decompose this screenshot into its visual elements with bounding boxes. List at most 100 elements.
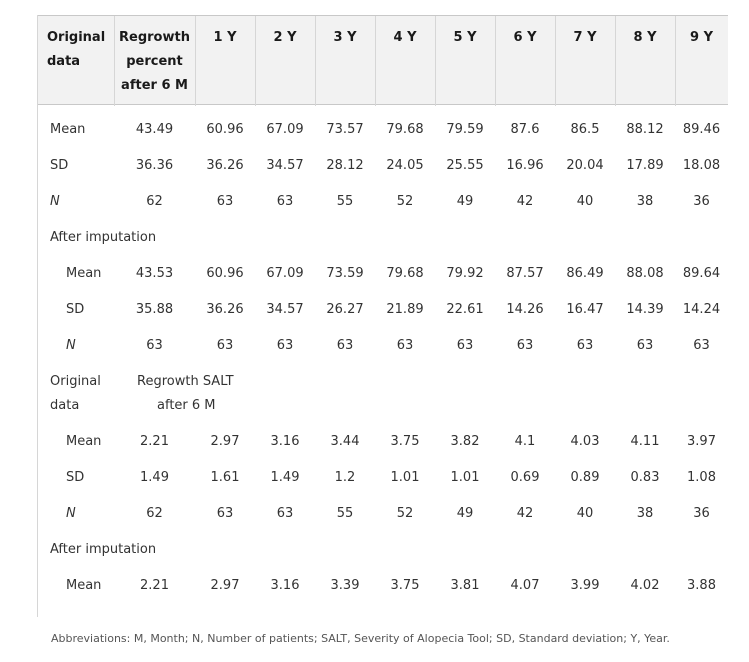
table-cell: 34.57 — [266, 158, 304, 173]
table-cell: 4.03 — [570, 434, 600, 449]
table-cell: 1.49 — [140, 470, 169, 485]
header-original-line1: Original — [47, 30, 106, 45]
section-label: After imputation — [50, 230, 157, 245]
header-year: 6 Y — [513, 30, 537, 45]
table-cell: 14.26 — [506, 302, 544, 317]
column-divider — [555, 16, 556, 106]
table-cell: 0.89 — [570, 470, 600, 485]
table-cell: 40 — [576, 506, 594, 521]
table-cell: 36 — [693, 506, 710, 521]
header-regrowth-line3: after 6 M — [121, 78, 188, 93]
table-cell: 89.64 — [682, 266, 721, 281]
table-cell: 16.96 — [506, 158, 544, 173]
table-cell: 63 — [216, 338, 234, 353]
table-cell: 88.12 — [626, 122, 664, 137]
table-cell: 4.11 — [630, 434, 660, 449]
table-cell: 28.12 — [326, 158, 364, 173]
table-cell: 22.61 — [446, 302, 484, 317]
table-cell: 49 — [456, 194, 474, 209]
table-cell: 3.97 — [687, 434, 716, 449]
table-cell: 55 — [336, 506, 354, 521]
table-cell: 0.69 — [510, 470, 540, 485]
table-cell: 67.09 — [266, 266, 304, 281]
table-cell: 34.57 — [266, 302, 304, 317]
column-divider — [675, 16, 676, 106]
row-label: Mean — [66, 578, 102, 593]
table-cell: 36.26 — [206, 158, 244, 173]
table-cell: 3.75 — [390, 434, 420, 449]
table-cell: 3.39 — [330, 578, 360, 593]
header-year: 7 Y — [573, 30, 597, 45]
table-cell: 88.08 — [626, 266, 664, 281]
table-cell: 43.49 — [135, 122, 174, 137]
column-divider — [114, 16, 115, 106]
footnote: Abbreviations: M, Month; N, Number of pa… — [51, 632, 670, 645]
table-cell: 89.46 — [682, 122, 721, 137]
table-cell: 60.96 — [206, 266, 244, 281]
header-year: 2 Y — [273, 30, 297, 45]
table-cell: 73.57 — [326, 122, 364, 137]
table-cell: 42 — [516, 506, 534, 521]
table-cell: 14.24 — [682, 302, 721, 317]
column-divider — [615, 16, 616, 106]
table-cell: 38 — [636, 506, 654, 521]
row-label: N — [66, 506, 76, 521]
row-label: SD — [50, 158, 69, 173]
table-cell: 3.16 — [270, 434, 300, 449]
table-cell: 63 — [216, 194, 234, 209]
table-cell: 1.01 — [450, 470, 480, 485]
table-cell: 1.49 — [270, 470, 300, 485]
table-cell: 36 — [693, 194, 710, 209]
row-label: Mean — [66, 434, 102, 449]
table-cell: 60.96 — [206, 122, 244, 137]
header-year: 8 Y — [633, 30, 657, 45]
table-cell: 63 — [396, 338, 414, 353]
row-label: Mean — [66, 266, 102, 281]
table-cell: 79.68 — [386, 122, 424, 137]
table-cell: 17.89 — [626, 158, 664, 173]
header-regrowth-line1: Regrowth — [119, 30, 190, 45]
table-cell: 3.81 — [450, 578, 480, 593]
header-year: 4 Y — [393, 30, 417, 45]
table-cell: 63 — [146, 338, 163, 353]
table-cell: 63 — [276, 506, 294, 521]
table-cell: 3.99 — [570, 578, 600, 593]
table-cell: 0.83 — [630, 470, 660, 485]
table-cell: 14.39 — [626, 302, 664, 317]
row-label: Mean — [50, 122, 86, 137]
table-cell: 3.44 — [330, 434, 360, 449]
table-cell: 2.97 — [210, 434, 240, 449]
table-cell: 18.08 — [682, 158, 721, 173]
table-cell: 25.55 — [446, 158, 484, 173]
table-header: Original data Regrowth percent after 6 M… — [38, 15, 728, 106]
table-cell: 3.75 — [390, 578, 420, 593]
table-cell: 2.21 — [140, 434, 169, 449]
header-year: 3 Y — [333, 30, 357, 45]
table-cell: 42 — [516, 194, 534, 209]
table-cell: 3.88 — [687, 578, 716, 593]
table-cell: 4.1 — [514, 434, 536, 449]
header-year: 9 Y — [690, 30, 713, 45]
table-cell: 87.6 — [510, 122, 540, 137]
table-cell: 2.97 — [210, 578, 240, 593]
section-label: After imputation — [50, 542, 157, 557]
table-cell: 55 — [336, 194, 354, 209]
table-cell: 63 — [276, 194, 294, 209]
table-cell: 1.2 — [334, 470, 356, 485]
table-cell: 62 — [146, 506, 163, 521]
table-cell: 87.57 — [506, 266, 544, 281]
table-cell: 86.49 — [566, 266, 604, 281]
table-cell: 24.05 — [386, 158, 424, 173]
table-cell: 63 — [576, 338, 594, 353]
table-cell: 1.08 — [687, 470, 716, 485]
table-cell: 63 — [693, 338, 710, 353]
header-year: 1 Y — [213, 30, 237, 45]
column-divider — [435, 16, 436, 106]
table-cell: 36.36 — [135, 158, 174, 173]
table-cell: 38 — [636, 194, 654, 209]
table-cell: 63 — [456, 338, 474, 353]
row-label: SD — [66, 302, 85, 317]
table-cell: 3.82 — [450, 434, 480, 449]
column-divider — [495, 16, 496, 106]
table-cell: 63 — [516, 338, 534, 353]
